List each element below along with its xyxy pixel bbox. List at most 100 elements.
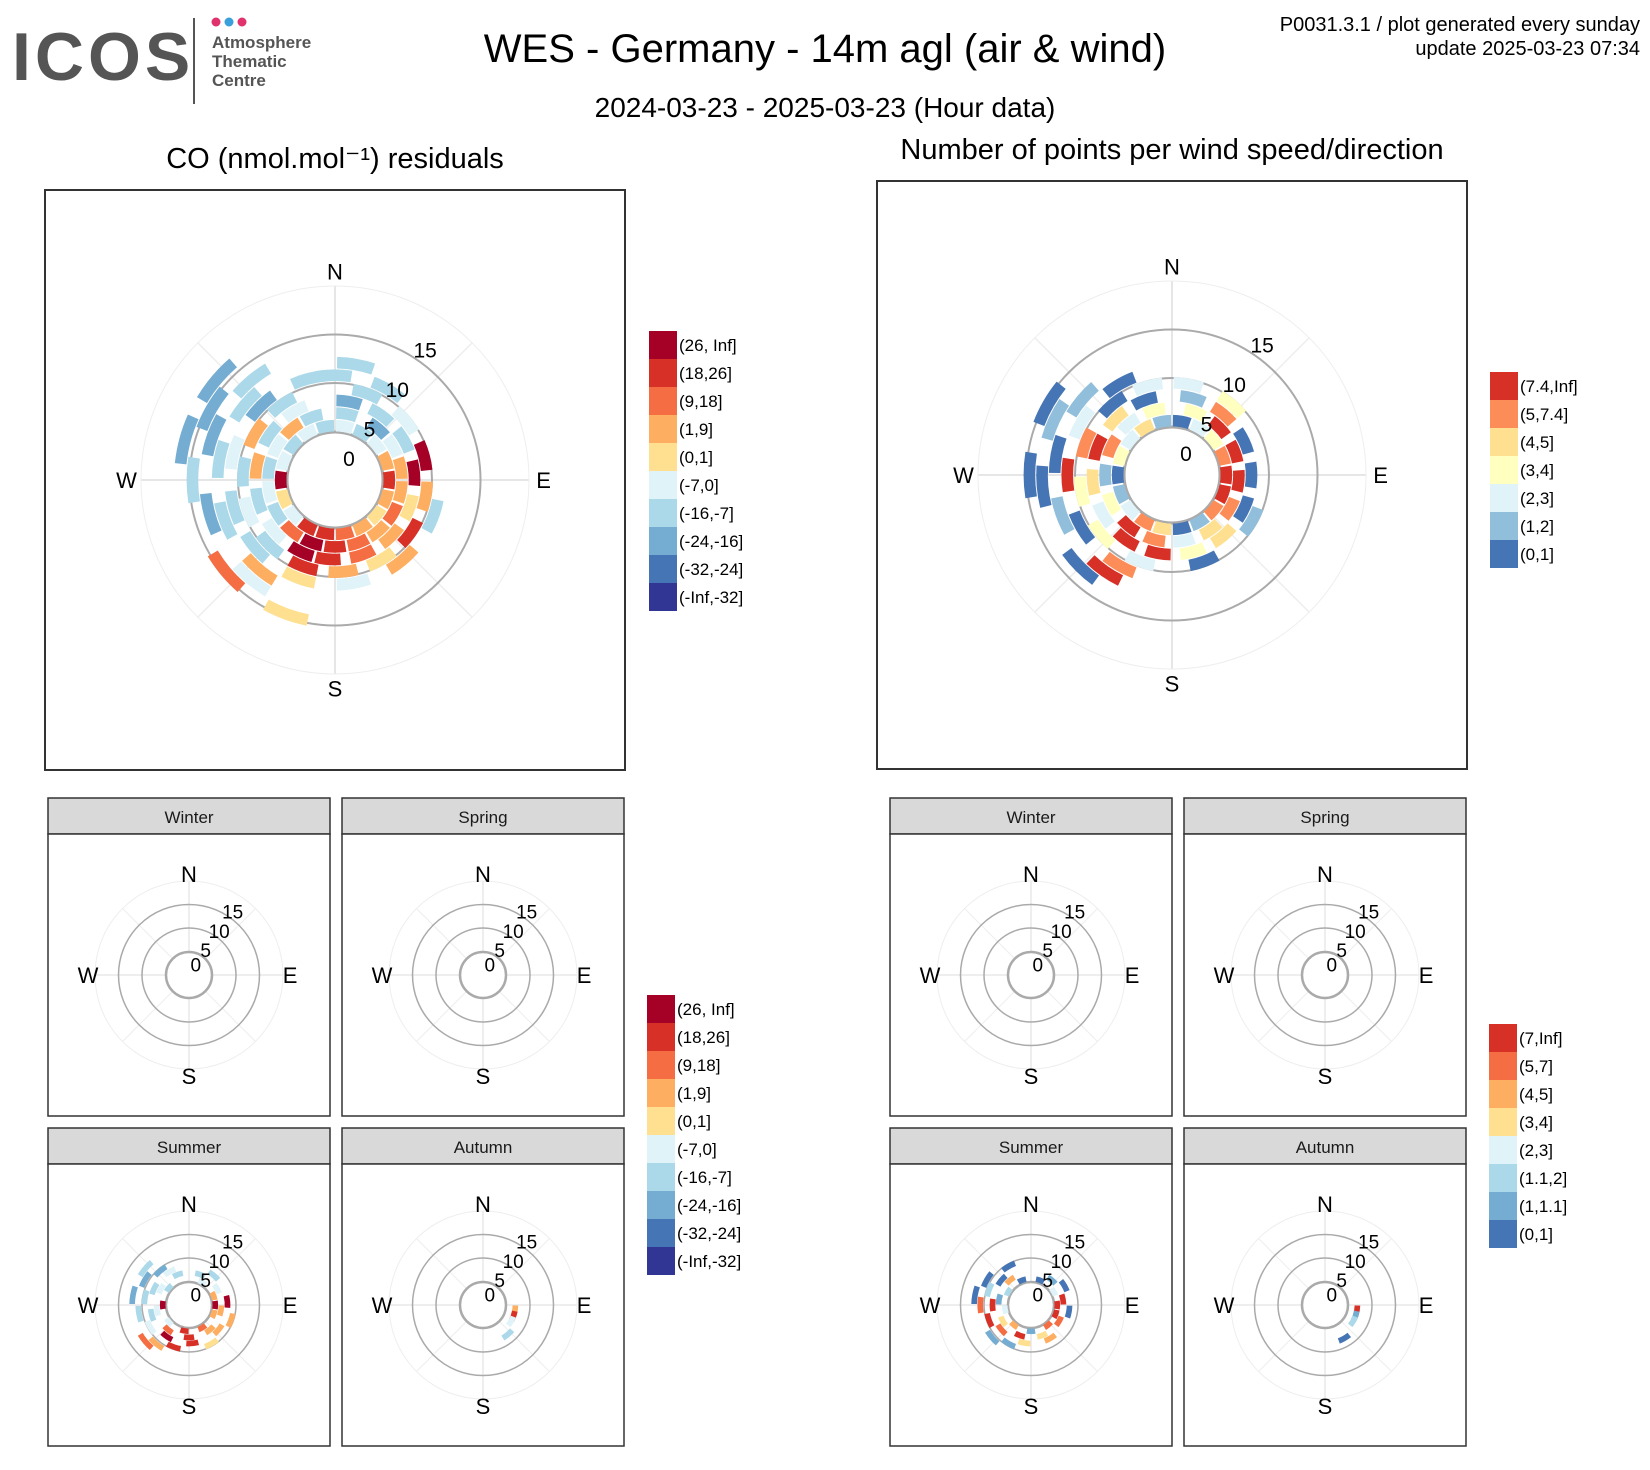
speed-tick-label: 0 [1326,955,1337,976]
heat-cell [299,533,324,552]
heat-cell [1046,1274,1058,1286]
facet-strip [889,1127,1173,1165]
heat-cell [416,481,433,512]
heat-cell [336,407,359,423]
legend-label: (26, Inf] [679,336,737,355]
heat-cell [186,456,200,504]
legend-label: (-Inf,-32] [679,588,743,607]
speed-ring [959,903,1103,1047]
compass-w-label: W [1214,1293,1235,1318]
heat-cell [382,434,403,459]
heat-cell [1009,1320,1019,1330]
speed-tick-label: 0 [190,955,201,976]
heat-cell [267,501,288,526]
legend-label: (2,3] [1519,1141,1553,1160]
heat-cell [225,435,245,470]
heat-cell [1017,1338,1031,1347]
heat-cell [352,517,373,537]
co-chart-title: CO (nmol.mol⁻¹) residuals [166,143,504,175]
compass-n-label: N [1023,862,1039,887]
legend-swatch [649,555,677,583]
heat-cell [1075,427,1097,459]
heat-cell [1244,461,1258,489]
speed-ring [141,1257,237,1353]
heat-cell [1099,463,1112,487]
legend-label: (-24,-16] [679,532,743,551]
speed-tick-label: 15 [1064,903,1085,924]
outer-ring [140,285,530,675]
heat-cell [159,1300,166,1310]
heat-cell [1043,1320,1053,1330]
heat-cell [203,1337,219,1350]
compass-e-label: E [1419,963,1434,988]
heat-cell [129,1285,138,1305]
heat-cell [204,1324,216,1336]
heat-cell [1062,547,1100,585]
calm-center [459,1281,507,1329]
heat-cell [243,418,268,450]
heat-cell [406,459,421,486]
heat-cell [1058,1293,1067,1305]
heat-cell [317,369,353,383]
heat-cell [315,419,335,435]
heat-cell [1337,1332,1352,1344]
legend-label: (7,Inf] [1519,1029,1562,1048]
outer-ring [936,1210,1126,1400]
speed-tick-label: 5 [1042,941,1053,962]
speed-tick-label: 5 [1336,1271,1347,1292]
heat-cell [232,561,272,597]
speed-tick-label: 5 [1336,941,1347,962]
legend-label: (9,18] [677,1056,720,1075]
heat-cell [1013,1330,1026,1340]
heat-cell [1152,520,1172,536]
legend-swatch [1489,1108,1517,1136]
legend-swatch [1489,1080,1517,1108]
heat-cell [314,551,341,566]
speed-tick-label: 15 [222,1233,243,1254]
facet-strip [1183,1127,1467,1165]
legend-swatch [649,499,677,527]
legend-label: (9,18] [679,392,722,411]
heat-cell [385,544,419,575]
legend-swatch [647,1079,675,1107]
speed-tick-label: 0 [190,1285,201,1306]
facet-strip-label: Summer [999,1138,1064,1157]
compass-e-label: E [1373,463,1388,488]
legend-label: (-32,-24] [677,1224,741,1243]
heat-cell [165,1341,182,1352]
speed-ring [1006,950,1056,1000]
heat-cell [1086,469,1101,496]
outer-ring [94,880,284,1070]
heat-cell [194,1270,207,1280]
heat-cell [1074,476,1091,507]
speed-tick-label: 5 [494,941,505,962]
heat-cell [1214,484,1232,505]
heat-cell [1098,391,1128,419]
legend-label: (1.1,2] [1519,1169,1567,1188]
heat-cell [1068,510,1096,545]
legend-swatch [647,1191,675,1219]
heat-cell [377,489,395,510]
speed-tick-label: 15 [516,903,537,924]
heat-cell [183,1334,195,1341]
heat-cell [280,520,304,543]
heat-cell [1179,542,1207,560]
heat-cell [147,1308,157,1322]
legend-label: (1,9] [677,1084,711,1103]
legend-label: (18,26] [677,1028,730,1047]
heat-cell [1173,532,1196,548]
heat-cell [984,1312,995,1329]
heat-cell [1035,1276,1046,1285]
heat-cell [160,1330,174,1343]
legend-swatch [647,1219,675,1247]
speed-tick-label: 15 [222,903,243,924]
heat-cell [980,1271,994,1288]
speed-tick-label: 0 [484,955,495,976]
speed-tick-label: 0 [484,1285,495,1306]
heat-cell [1001,1260,1017,1273]
heat-cell [1112,528,1140,552]
